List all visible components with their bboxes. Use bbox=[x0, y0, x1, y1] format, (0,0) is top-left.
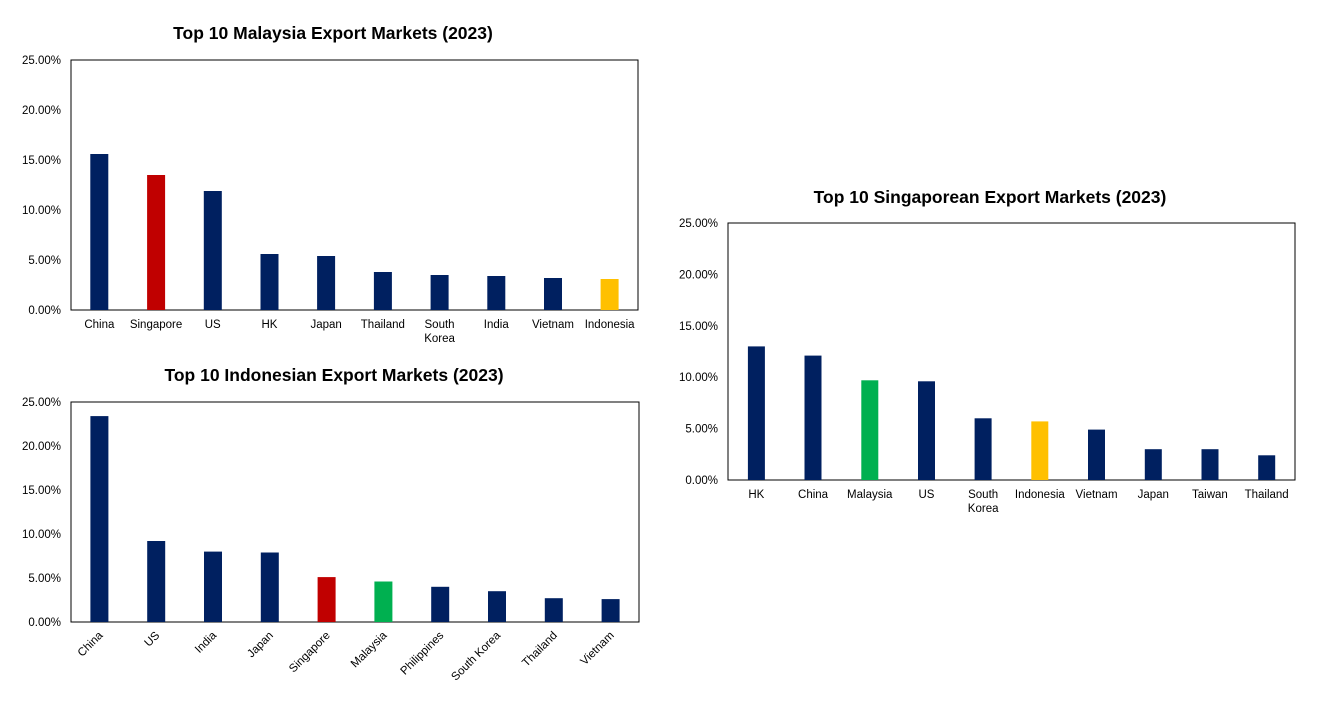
x-category-label: Singapore bbox=[130, 319, 182, 331]
singapore-export-chart: Top 10 Singaporean Export Markets (2023)… bbox=[679, 187, 1296, 515]
x-category-label: Thailand bbox=[361, 319, 405, 331]
bar bbox=[90, 154, 109, 310]
y-tick-label: 0.00% bbox=[28, 305, 61, 317]
x-category-label: Indonesia bbox=[1015, 489, 1065, 501]
x-category-label: US bbox=[918, 489, 934, 501]
chart-title: Top 10 Indonesian Export Markets (2023) bbox=[164, 365, 503, 385]
x-category-label: Japan bbox=[1138, 489, 1169, 501]
y-tick-label: 5.00% bbox=[28, 573, 61, 585]
x-category-label: China bbox=[798, 489, 829, 501]
x-category-label: Malaysia bbox=[847, 489, 893, 501]
bar bbox=[147, 541, 166, 622]
bar bbox=[374, 581, 393, 622]
x-category-label: India bbox=[193, 629, 220, 656]
bar bbox=[90, 416, 109, 622]
bar bbox=[317, 256, 336, 310]
x-category-label: Japan bbox=[310, 319, 341, 331]
x-category-label: India bbox=[484, 319, 510, 331]
bar bbox=[544, 598, 563, 622]
x-category-label: HK bbox=[261, 319, 277, 331]
y-tick-label: 5.00% bbox=[28, 255, 61, 267]
bar bbox=[317, 577, 336, 622]
x-category-label: Japan bbox=[245, 630, 276, 661]
x-category-label: Taiwan bbox=[1192, 489, 1228, 501]
bar bbox=[1201, 449, 1219, 480]
x-category-label: China bbox=[76, 629, 106, 659]
bar bbox=[601, 599, 620, 622]
bar bbox=[804, 355, 822, 480]
bar bbox=[203, 191, 222, 310]
y-tick-label: 10.00% bbox=[22, 529, 61, 541]
x-category-label: Thailand bbox=[1245, 489, 1289, 501]
bar bbox=[488, 591, 506, 622]
bar bbox=[1144, 449, 1162, 480]
x-category-label: South Korea bbox=[968, 489, 999, 515]
x-category-label: Singapore bbox=[287, 630, 333, 676]
x-category-label: Thailand bbox=[520, 630, 560, 670]
bar bbox=[430, 275, 449, 310]
plot-area bbox=[70, 401, 640, 623]
bar bbox=[147, 175, 166, 310]
x-category-label: South Korea bbox=[449, 629, 503, 683]
bar bbox=[544, 278, 562, 310]
chart-title: Top 10 Singaporean Export Markets (2023) bbox=[814, 187, 1167, 207]
chart-title: Top 10 Malaysia Export Markets (2023) bbox=[173, 23, 493, 43]
bar bbox=[1258, 455, 1276, 480]
y-tick-label: 10.00% bbox=[679, 372, 718, 384]
bar bbox=[487, 276, 506, 310]
bar bbox=[260, 552, 279, 622]
x-category-label: Malaysia bbox=[349, 629, 390, 670]
bar bbox=[260, 254, 279, 310]
y-tick-label: 0.00% bbox=[28, 617, 61, 629]
y-tick-label: 20.00% bbox=[22, 441, 61, 453]
x-category-label: Vietnam bbox=[1076, 489, 1118, 501]
y-tick-label: 20.00% bbox=[22, 105, 61, 117]
plot-area bbox=[70, 59, 639, 311]
indonesia-export-chart: Top 10 Indonesian Export Markets (2023) … bbox=[22, 365, 640, 683]
y-tick-label: 15.00% bbox=[679, 321, 718, 333]
x-category-label: Philippines bbox=[399, 629, 447, 677]
bar bbox=[861, 380, 879, 480]
bar bbox=[747, 346, 765, 480]
x-category-label: US bbox=[205, 319, 221, 331]
bar bbox=[373, 272, 392, 310]
x-category-label: HK bbox=[748, 489, 764, 501]
x-category-label: Indonesia bbox=[585, 319, 635, 331]
y-tick-label: 15.00% bbox=[22, 485, 61, 497]
y-tick-label: 15.00% bbox=[22, 155, 61, 167]
y-tick-label: 10.00% bbox=[22, 205, 61, 217]
x-category-label: China bbox=[84, 319, 115, 331]
bar bbox=[431, 586, 450, 622]
bar bbox=[918, 381, 935, 480]
bar bbox=[1088, 429, 1105, 480]
y-tick-label: 20.00% bbox=[679, 269, 718, 281]
x-category-label: Vietnam bbox=[579, 630, 617, 668]
y-tick-label: 25.00% bbox=[22, 397, 61, 409]
x-category-label: US bbox=[143, 629, 163, 649]
bar bbox=[600, 279, 619, 310]
malaysia-export-chart: Top 10 Malaysia Export Markets (2023) 0.… bbox=[22, 23, 639, 345]
bar bbox=[204, 551, 222, 622]
y-tick-label: 0.00% bbox=[685, 475, 718, 487]
x-category-label: Vietnam bbox=[532, 319, 574, 331]
y-tick-label: 25.00% bbox=[679, 218, 718, 230]
bar bbox=[1031, 421, 1049, 480]
plot-area bbox=[727, 222, 1296, 481]
bar bbox=[974, 418, 992, 480]
x-category-label: South Korea bbox=[424, 319, 455, 345]
y-tick-label: 5.00% bbox=[685, 424, 718, 436]
y-tick-label: 25.00% bbox=[22, 55, 61, 67]
